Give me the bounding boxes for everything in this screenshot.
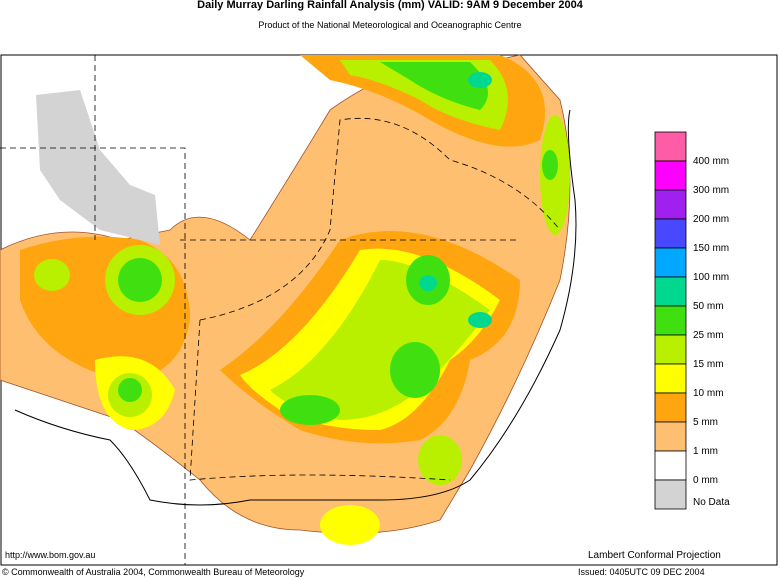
- title: Daily Murray Darling Rainfall Analysis (…: [197, 0, 584, 11]
- map: [0, 54, 778, 566]
- legend-label: 100 mm: [693, 272, 729, 283]
- legend-label: 200 mm: [693, 214, 729, 225]
- legend-swatch: [654, 305, 687, 336]
- legend-label: 5 mm: [693, 417, 718, 428]
- legend-label: No Data: [693, 497, 730, 508]
- legend-swatch: [654, 479, 687, 510]
- legend-swatch: [654, 334, 687, 365]
- legend-swatch: [654, 392, 687, 423]
- legend-swatch: [654, 421, 687, 452]
- issued: Issued: 0405UTC 09 DEC 2004: [578, 567, 705, 577]
- legend-label: 10 mm: [693, 388, 724, 399]
- legend-label: 1 mm: [693, 446, 718, 457]
- legend-label: 300 mm: [693, 185, 729, 196]
- legend-swatch: [654, 247, 687, 278]
- subtitle: Product of the National Meteorological a…: [258, 20, 521, 30]
- legend-label: 150 mm: [693, 243, 729, 254]
- legend-swatch: [654, 189, 687, 220]
- legend-swatch: [654, 131, 687, 162]
- legend-label: 0 mm: [693, 475, 718, 486]
- legend: 400 mm 300 mm 200 mm 150 mm 100 mm 50 mm 25 mm…: [654, 131, 730, 510]
- legend-label: 50 mm: [693, 301, 724, 312]
- legend-swatch: [654, 218, 687, 249]
- legend-label: 25 mm: [693, 330, 724, 341]
- legend-label: 400 mm: [693, 156, 729, 167]
- legend-swatch: [654, 160, 687, 191]
- projection: Lambert Conformal Projection: [588, 550, 721, 561]
- legend-swatch: [654, 276, 687, 307]
- copyright: © Commonwealth of Australia 2004, Common…: [2, 567, 305, 577]
- legend-swatch: [654, 450, 687, 481]
- url: http://www.bom.gov.au: [5, 550, 95, 560]
- legend-swatch: [654, 363, 687, 394]
- legend-label: 15 mm: [693, 359, 724, 370]
